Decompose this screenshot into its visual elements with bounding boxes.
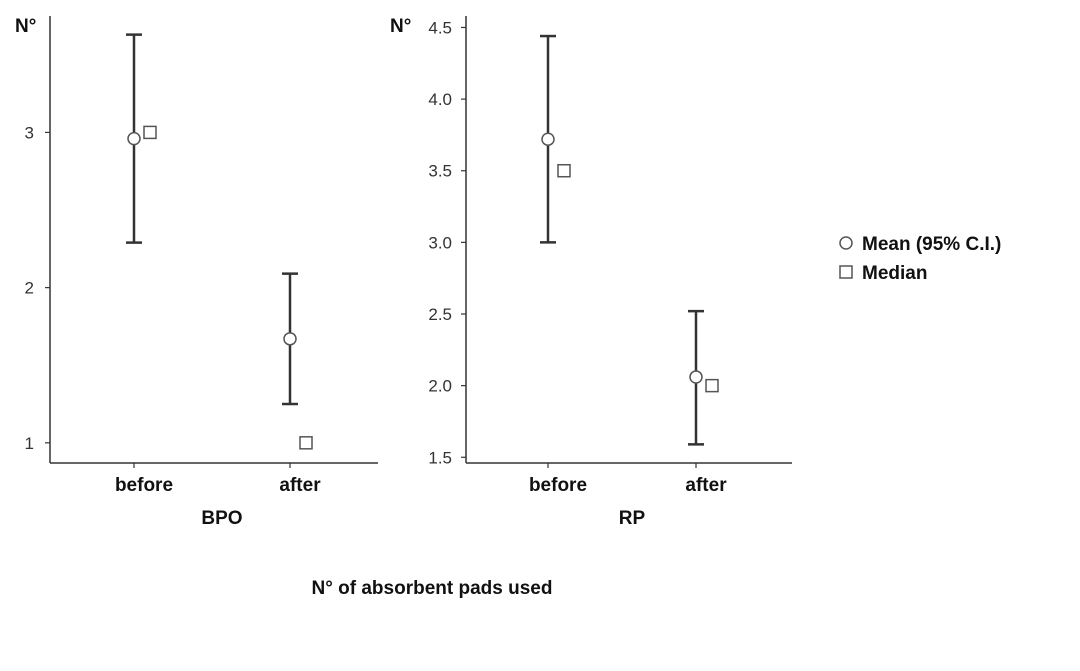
chart-panels: 1 2 3 N° before after BPO 1.5 2.0 2.5 3.0 3.5 4.0 4.5… xyxy=(15,16,792,529)
legend-mean-label: Mean (95% C.I.) xyxy=(862,234,1001,255)
y-tick-label: 4.5 xyxy=(428,18,452,37)
y-tick-label: 1 xyxy=(25,434,34,453)
mean-point xyxy=(689,370,703,384)
median-point xyxy=(705,378,719,393)
panel-bpo: 1 2 3 N° before after BPO xyxy=(15,16,378,529)
y-tick-label: 3.5 xyxy=(428,162,452,181)
legend-mean-marker xyxy=(839,236,853,250)
mean-point xyxy=(541,132,555,146)
median-point xyxy=(143,125,157,140)
y-tick-label: 2.5 xyxy=(428,305,452,324)
y-axis-label: N° xyxy=(15,16,36,37)
x-axis-label: RP xyxy=(619,508,646,529)
panel-rp: 1.5 2.0 2.5 3.0 3.5 4.0 4.5 N° before after RP xyxy=(390,16,792,529)
x-tick-label: before xyxy=(529,475,587,496)
x-tick-label: after xyxy=(685,475,727,496)
legend-median-marker xyxy=(839,265,853,279)
y-tick-label: 2.0 xyxy=(428,377,452,396)
chart-caption: N° of absorbent pads used xyxy=(312,578,553,599)
legend-median-label: Median xyxy=(862,263,927,284)
x-tick-label: after xyxy=(279,475,321,496)
y-tick-label: 4.0 xyxy=(428,90,452,109)
mean-point xyxy=(283,332,297,346)
x-axis-label: BPO xyxy=(201,508,242,529)
y-tick-label: 1.5 xyxy=(428,448,452,467)
y-tick-label: 3 xyxy=(25,123,34,142)
y-tick-label: 2 xyxy=(25,279,34,298)
x-tick-label: before xyxy=(115,475,173,496)
y-tick-label: 3.0 xyxy=(428,233,452,252)
y-axis-label: N° xyxy=(390,16,411,37)
median-point xyxy=(557,163,571,178)
median-point xyxy=(299,436,313,450)
mean-point xyxy=(127,131,141,146)
chart-legend: Mean (95% C.I.) Median xyxy=(839,234,1001,284)
